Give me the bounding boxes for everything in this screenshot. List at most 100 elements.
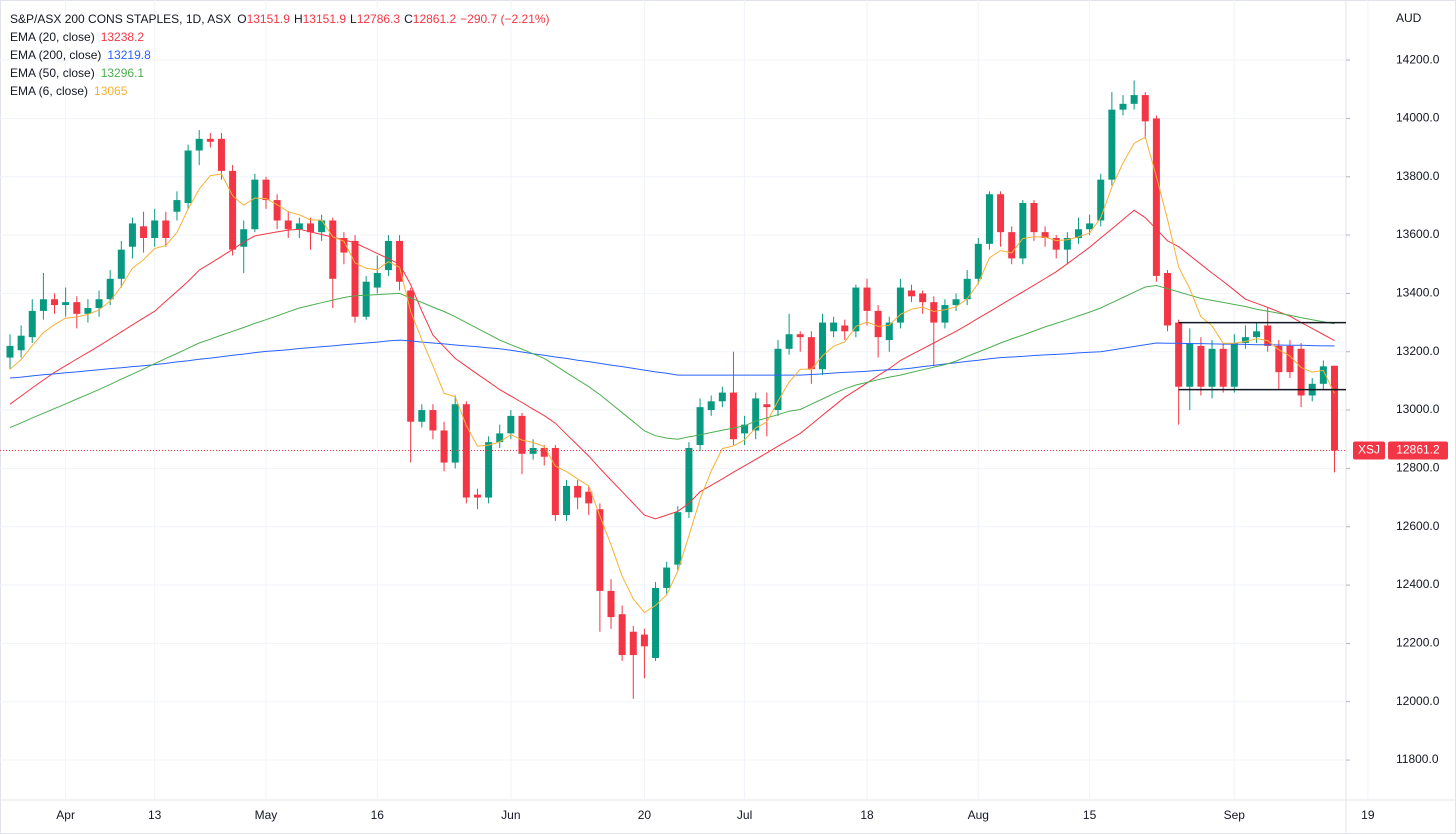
ohlc-key: L bbox=[350, 12, 357, 26]
ema-line bbox=[9, 209, 1335, 520]
x-tick-label: 18 bbox=[860, 808, 874, 822]
y-tick-label: 14200.0 bbox=[1396, 52, 1440, 66]
candle-body bbox=[674, 512, 682, 565]
candle-body bbox=[407, 290, 415, 422]
candle-body bbox=[707, 401, 715, 411]
candle-body bbox=[151, 220, 159, 238]
candle-body bbox=[718, 392, 726, 402]
candle-body bbox=[473, 494, 481, 498]
y-tick-label: 13800.0 bbox=[1396, 169, 1440, 183]
candle-body bbox=[1086, 223, 1094, 230]
candle-body bbox=[1208, 348, 1216, 387]
candle-body bbox=[1097, 179, 1105, 221]
candle-body bbox=[1241, 337, 1249, 343]
candle-body bbox=[941, 305, 949, 323]
ohlc-key: H bbox=[294, 12, 303, 26]
candle-body bbox=[1141, 95, 1149, 122]
candle-body bbox=[763, 404, 771, 408]
candle-body bbox=[229, 170, 237, 250]
candle-body bbox=[1108, 109, 1116, 180]
candle-body bbox=[830, 322, 838, 332]
candle-body bbox=[507, 415, 515, 434]
candle-body bbox=[1130, 95, 1138, 104]
candle-body bbox=[685, 447, 693, 513]
candle-body bbox=[373, 272, 381, 288]
y-tick-label: 12600.0 bbox=[1396, 519, 1440, 533]
ohlc-key: C bbox=[404, 12, 413, 26]
candle-body bbox=[62, 302, 70, 306]
candle-body bbox=[974, 243, 982, 279]
legend-value: 13065 bbox=[94, 84, 128, 98]
legend-row: EMA (50, close) 13296.1 bbox=[10, 66, 144, 80]
y-tick-label: 13200.0 bbox=[1396, 344, 1440, 358]
candle-body bbox=[818, 322, 826, 370]
candle-body bbox=[729, 392, 737, 440]
x-tick-label: 13 bbox=[148, 808, 162, 822]
candle-body bbox=[640, 634, 648, 647]
candle-body bbox=[6, 345, 14, 358]
candle-body bbox=[618, 614, 626, 656]
legend-row: EMA (200, close) 13219.8 bbox=[10, 48, 151, 62]
x-tick-label: 20 bbox=[638, 808, 652, 822]
y-tick-label: 12800.0 bbox=[1396, 461, 1440, 475]
last-price-badge bbox=[1388, 441, 1448, 460]
candle-body bbox=[485, 442, 493, 498]
legend-name: EMA (6, close) bbox=[10, 84, 88, 98]
candle-body bbox=[318, 220, 326, 233]
candle-body bbox=[563, 485, 570, 516]
candle-body bbox=[841, 325, 849, 332]
candle-body bbox=[540, 447, 548, 457]
candle-body bbox=[262, 179, 270, 201]
candle-body bbox=[284, 220, 292, 230]
x-tick-label: Apr bbox=[56, 808, 75, 822]
y-tick-label: 12400.0 bbox=[1396, 577, 1440, 591]
ema-line bbox=[9, 136, 1335, 614]
x-tick-label: May bbox=[255, 808, 278, 822]
candle-body bbox=[896, 287, 904, 323]
y-tick-label: 12200.0 bbox=[1396, 636, 1440, 650]
candle-body bbox=[596, 509, 604, 591]
candle-body bbox=[997, 194, 1005, 233]
candle-body bbox=[585, 491, 593, 504]
candle-body bbox=[796, 334, 804, 338]
candle-body bbox=[429, 410, 437, 431]
candle-body bbox=[351, 240, 359, 317]
x-tick-label: 16 bbox=[371, 808, 385, 822]
x-tick-label: Aug bbox=[968, 808, 989, 822]
candle-body bbox=[852, 287, 860, 332]
ohlc-value: 12786.3 bbox=[357, 12, 401, 26]
candle-body bbox=[362, 281, 370, 317]
candle-body bbox=[117, 249, 125, 279]
candle-body bbox=[1319, 366, 1327, 384]
x-tick-label: 15 bbox=[1083, 808, 1097, 822]
y-tick-label: 13400.0 bbox=[1396, 286, 1440, 300]
candle-body bbox=[1275, 345, 1283, 373]
ema-line bbox=[9, 284, 1335, 440]
candle-body bbox=[307, 223, 315, 233]
candle-body bbox=[162, 220, 170, 238]
candle-body bbox=[251, 179, 259, 230]
candle-body bbox=[1253, 331, 1261, 338]
candle-body bbox=[1219, 348, 1227, 387]
candle-body bbox=[1030, 202, 1038, 233]
candle-body bbox=[529, 447, 537, 454]
symbol-badge bbox=[1353, 441, 1385, 460]
candle-body bbox=[340, 237, 348, 253]
ohlc-value: 13151.9 bbox=[303, 12, 347, 26]
candle-body bbox=[95, 299, 103, 308]
candle-body bbox=[39, 299, 47, 311]
candle-body bbox=[652, 587, 660, 658]
x-tick-label: 19 bbox=[1361, 808, 1375, 822]
legend-row: EMA (20, close) 13238.2 bbox=[10, 30, 144, 44]
candle-body bbox=[1052, 237, 1060, 250]
candle-body bbox=[1175, 322, 1183, 387]
candle-body bbox=[885, 322, 893, 341]
candle-body bbox=[807, 337, 815, 370]
candle-body bbox=[930, 302, 938, 323]
candle-body bbox=[774, 348, 782, 411]
candle-body bbox=[1197, 345, 1205, 387]
candle-body bbox=[418, 410, 426, 422]
candle-body bbox=[195, 138, 203, 151]
candle-body bbox=[696, 407, 704, 446]
